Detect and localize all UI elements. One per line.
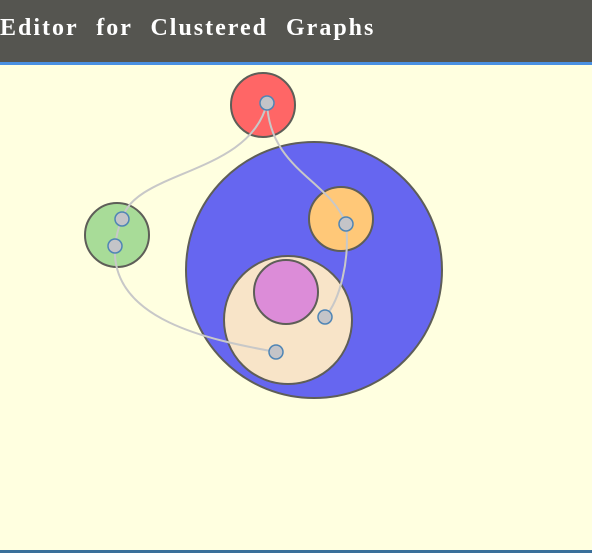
app-title: Editor for Clustered Graphs	[0, 15, 376, 41]
edge-green-beige[interactable]	[113, 245, 277, 353]
graph-node[interactable]	[107, 238, 123, 254]
app-header: Editor for Clustered Graphs	[0, 0, 592, 65]
edge-red-green[interactable]	[121, 102, 268, 220]
bottom-border	[0, 550, 592, 553]
graph-node[interactable]	[338, 216, 354, 232]
graph-node[interactable]	[259, 95, 275, 111]
graph-node[interactable]	[114, 211, 130, 227]
graph-node[interactable]	[317, 309, 333, 325]
edge-red-orange[interactable]	[266, 102, 347, 225]
graph-node[interactable]	[268, 344, 284, 360]
cluster-pink[interactable]	[253, 259, 319, 325]
